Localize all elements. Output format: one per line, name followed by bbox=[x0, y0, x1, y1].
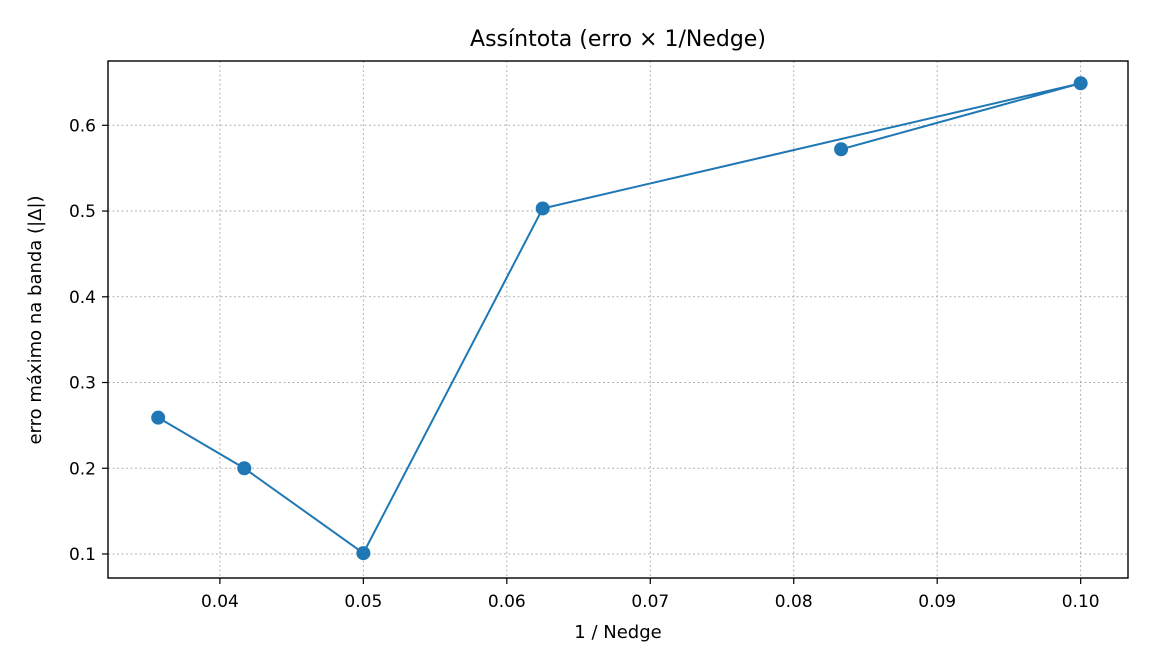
x-tick-label: 0.08 bbox=[775, 592, 813, 612]
y-tick-label: 0.2 bbox=[69, 459, 96, 479]
tick-layer: 0.04 0.05 0.06 0.07 0.08 0.09 0.10 0.1 0.2 0.3 0.4… bbox=[69, 116, 1100, 612]
data-point bbox=[535, 201, 550, 216]
x-tick-label: 0.05 bbox=[344, 592, 382, 612]
x-tick-label: 0.10 bbox=[1062, 592, 1100, 612]
data-point bbox=[356, 546, 371, 561]
x-tick-label: 0.04 bbox=[201, 592, 239, 612]
y-tick-label: 0.5 bbox=[69, 202, 96, 222]
x-tick-label: 0.09 bbox=[918, 592, 956, 612]
y-tick-label: 0.3 bbox=[69, 374, 96, 394]
y-tick-label: 0.6 bbox=[69, 116, 96, 136]
plot-frame bbox=[107, 60, 1129, 579]
data-point bbox=[237, 461, 252, 476]
grid bbox=[108, 61, 1128, 578]
y-tick-label: 0.1 bbox=[69, 545, 96, 565]
series-line bbox=[157, 82, 1082, 555]
series-layer bbox=[151, 76, 1088, 561]
data-point bbox=[1073, 76, 1088, 91]
y-axis-label: erro máximo na banda (|Δ|) bbox=[25, 195, 46, 444]
chart-title: Assíntota (erro × 1/Nedge) bbox=[470, 27, 766, 52]
data-point bbox=[834, 142, 849, 157]
x-axis-label: 1 / Nedge bbox=[574, 622, 661, 643]
x-tick-label: 0.07 bbox=[631, 592, 669, 612]
y-tick-label: 0.4 bbox=[69, 288, 96, 308]
data-point bbox=[151, 410, 166, 425]
x-tick-label: 0.06 bbox=[488, 592, 526, 612]
